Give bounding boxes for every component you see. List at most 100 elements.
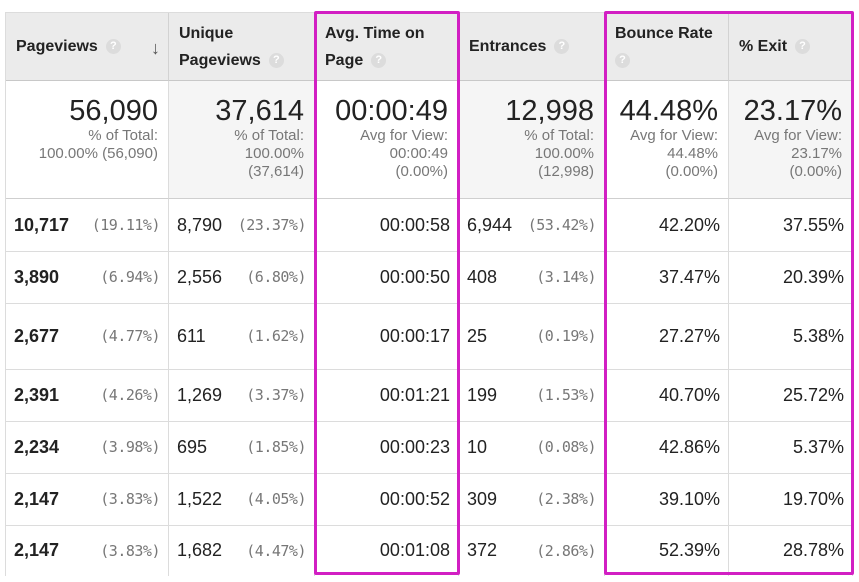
percent: (3.83%) (100, 490, 160, 508)
value: 5.37% (792, 436, 844, 457)
value: 00:00:58 (379, 214, 450, 235)
value: 00:00:17 (379, 325, 450, 346)
percent: (23.37%) (237, 216, 307, 234)
total-detail: 00:00:49 (389, 145, 448, 162)
header-label-line2: Pageviews (179, 51, 261, 69)
header-label: % Exit (739, 38, 788, 55)
help-icon[interactable]: ? (105, 39, 121, 55)
total-label: % of Total: (234, 127, 304, 144)
header-bounce-rate[interactable]: Bounce Rate? (605, 13, 729, 81)
total-label: Avg for View: (630, 127, 718, 144)
cell-entrances: 6,944 (53.42%) (459, 199, 605, 251)
table-row: 2,391 (4.26%) 1,269 (3.37%) 00:01:21 199 (1… (6, 369, 853, 422)
value: 40.70% (658, 384, 720, 405)
header-entrances[interactable]: Entrances? (459, 13, 605, 81)
value: 2,147 (14, 488, 60, 509)
total-value: 00:00:49 (335, 95, 448, 127)
cell-bounce-rate: 39.10% (605, 473, 729, 525)
value: 42.86% (658, 436, 720, 457)
total-detail: 23.17% (791, 145, 842, 162)
value: 3,890 (14, 266, 60, 287)
highlight-bounce-exit-columns (604, 11, 854, 575)
header-label: Avg. Time on (325, 24, 425, 42)
header-avg-time-on-page[interactable]: Avg. Time on Page? (315, 13, 459, 81)
percent: (4.47%) (246, 541, 306, 560)
cell-unique-pageviews: 611 (1.62%) (169, 303, 315, 369)
total-label: % of Total: (88, 127, 158, 144)
total-avg-time: 00:00:49 Avg for View: 00:00:49 (0.00%) (315, 81, 459, 199)
total-detail-2: (0.00%) (395, 163, 448, 180)
percent: (3.37%) (246, 386, 306, 404)
total-pageviews: 56,090 % of Total: 100.00% (56,090) (6, 81, 169, 199)
cell-entrances: 309 (2.38%) (459, 473, 605, 525)
cell-bounce-rate: 27.27% (605, 303, 729, 369)
cell-bounce-rate: 52.39% (605, 525, 729, 576)
percent: (4.77%) (100, 327, 160, 345)
value: 199 (467, 384, 498, 405)
percent: (3.14%) (536, 268, 596, 286)
help-icon[interactable]: ? (615, 52, 630, 68)
header-label: Bounce Rate (615, 24, 713, 42)
cell-bounce-rate: 40.70% (605, 369, 729, 421)
help-icon[interactable]: ? (795, 39, 811, 55)
value: 52.39% (658, 540, 720, 560)
cell-bounce-rate: 37.47% (605, 251, 729, 303)
value: 408 (467, 266, 498, 287)
total-label: % of Total: (524, 127, 594, 144)
percent: (3.83%) (100, 541, 160, 560)
header-exit[interactable]: % Exit? (729, 13, 853, 81)
header-label-line2: Page (325, 51, 364, 69)
value: 00:00:23 (379, 436, 450, 457)
percent: (0.19%) (536, 327, 596, 345)
value: 00:00:50 (379, 266, 450, 287)
help-icon[interactable]: ? (371, 52, 387, 68)
help-icon[interactable]: ? (268, 52, 284, 68)
table-row: 3,890 (6.94%) 2,556 (6.80%) 00:00:50 408 (3… (6, 251, 853, 304)
header-pageviews[interactable]: Pageviews? ↓ (6, 13, 169, 81)
total-detail-2: (37,614) (248, 163, 304, 180)
value: 20.39% (782, 266, 844, 287)
value: 611 (177, 325, 206, 346)
total-detail: 100.00% (244, 145, 304, 162)
help-icon[interactable]: ? (554, 39, 570, 55)
value: 2,391 (14, 384, 60, 405)
cell-unique-pageviews: 1,682 (4.47%) (169, 525, 315, 576)
total-entrances: 12,998 % of Total: 100.00% (12,998) (459, 81, 605, 199)
percent: (1.62%) (246, 327, 306, 345)
value: 1,269 (177, 384, 223, 405)
value: 00:01:21 (379, 384, 450, 405)
total-detail-2: (0.00%) (665, 163, 718, 180)
value: 695 (177, 436, 208, 457)
cell-pageviews: 2,147 (3.83%) (6, 473, 169, 525)
cell-entrances: 25 (0.19%) (459, 303, 605, 369)
total-label: Avg for View: (360, 127, 448, 144)
total-detail-2: (0.00%) (789, 163, 842, 180)
total-value: 23.17% (743, 95, 842, 127)
percent: (1.53%) (536, 386, 596, 404)
header-unique-pageviews[interactable]: Unique Pageviews? (169, 13, 315, 81)
percent: (1.85%) (246, 438, 306, 456)
percent: (19.11%) (91, 216, 161, 234)
value: 25.72% (782, 384, 844, 405)
value: 00:00:52 (379, 488, 450, 509)
total-value: 12,998 (505, 95, 594, 127)
cell-unique-pageviews: 1,269 (3.37%) (169, 369, 315, 421)
total-detail: 100.00% (534, 145, 594, 162)
arrow-down-icon[interactable]: ↓ (151, 38, 160, 58)
cell-unique-pageviews: 1,522 (4.05%) (169, 473, 315, 525)
percent: (4.05%) (246, 490, 306, 508)
cell-pageviews: 3,890 (6.94%) (6, 251, 169, 303)
value: 28.78% (782, 540, 844, 560)
cell-pageviews: 2,234 (3.98%) (6, 421, 169, 473)
percent: (6.94%) (100, 268, 160, 286)
cell-bounce-rate: 42.20% (605, 199, 729, 251)
value: 37.55% (782, 214, 844, 235)
header-label: Entrances (469, 38, 547, 55)
value: 27.27% (658, 325, 720, 346)
value: 42.20% (658, 214, 720, 235)
value: 372 (467, 540, 498, 560)
header-label: Pageviews (16, 38, 98, 55)
value: 8,790 (177, 214, 223, 235)
cell-entrances: 199 (1.53%) (459, 369, 605, 421)
total-detail-2: (12,998) (538, 163, 594, 180)
